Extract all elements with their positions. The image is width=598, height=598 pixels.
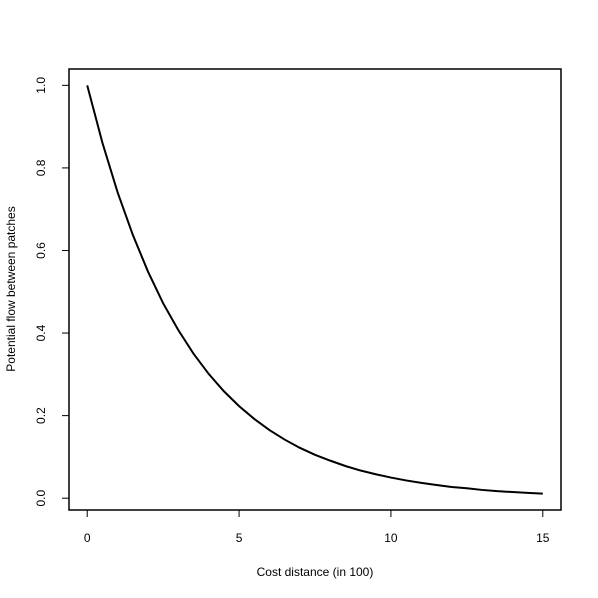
x-tick-label: 0 xyxy=(84,531,91,545)
y-tick-label: 1.0 xyxy=(34,77,48,94)
x-tick-label: 10 xyxy=(384,531,398,545)
line-series xyxy=(86,85,543,495)
x-tick-label: 5 xyxy=(236,531,243,545)
y-tick-label: 0.6 xyxy=(34,242,48,259)
y-tick-label: 0.8 xyxy=(34,159,48,176)
x-tick-label: 15 xyxy=(536,531,550,545)
y-tick-label: 0.2 xyxy=(34,407,48,424)
x-axis-label: Cost distance (in 100) xyxy=(257,565,374,579)
y-tick-label: 0.0 xyxy=(34,490,48,507)
y-tick-label: 0.4 xyxy=(34,324,48,341)
y-axis-label: Potential flow between patches xyxy=(4,206,18,371)
plot-frame xyxy=(68,68,562,511)
